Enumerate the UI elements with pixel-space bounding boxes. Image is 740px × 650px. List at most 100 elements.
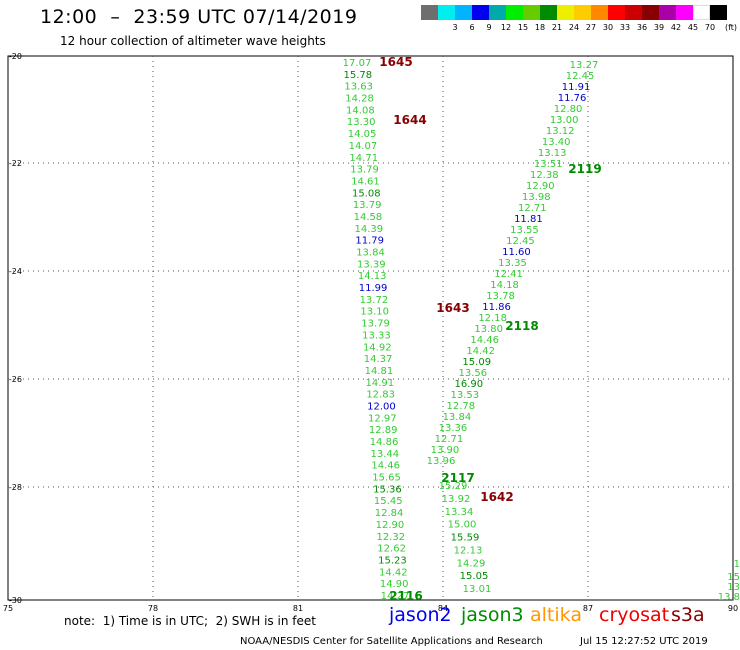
generated-timestamp: Jul 15 12:27:52 UTC 2019 bbox=[580, 636, 708, 647]
pass-id-label: 2118 bbox=[505, 319, 538, 333]
swh-value: 13.44 bbox=[371, 449, 400, 460]
swh-value: 14.13 bbox=[358, 271, 387, 282]
swh-value: 13.79 bbox=[353, 200, 382, 211]
swh-value: 12.45 bbox=[506, 236, 535, 247]
swh-value: 12.13 bbox=[454, 545, 483, 556]
swh-value: 14.18 bbox=[490, 280, 519, 291]
longitude-label: 84 bbox=[438, 604, 448, 613]
swh-value: 12.89 bbox=[369, 425, 398, 436]
map-subtitle: 12 hour collection of altimeter wave hei… bbox=[60, 34, 326, 48]
swh-value: 12.84 bbox=[375, 508, 404, 519]
swh-value: 13.63 bbox=[344, 82, 373, 93]
swh-value: 13.72 bbox=[360, 295, 389, 306]
pass-id-label: 1644 bbox=[393, 113, 426, 127]
latitude-label: -26 bbox=[9, 375, 22, 384]
swh-value: 15.78 bbox=[344, 70, 373, 81]
legend-altika: altika bbox=[530, 604, 582, 626]
credit-text: NOAA/NESDIS Center for Satellite Applica… bbox=[240, 636, 543, 647]
pass-id-label: 1643 bbox=[436, 301, 469, 315]
swh-value: 13.80 bbox=[474, 324, 503, 335]
swh-value: 13.92 bbox=[442, 494, 471, 505]
swh-value: 14.37 bbox=[364, 354, 393, 365]
color-scale-label: 45 bbox=[687, 23, 699, 32]
swh-value: 13.53 bbox=[451, 390, 480, 401]
swh-value: 12.83 bbox=[366, 390, 395, 401]
pass-id-label: 2117 bbox=[441, 471, 474, 485]
color-scale-label: 24 bbox=[568, 23, 580, 32]
swh-value: 15.59 bbox=[451, 533, 480, 544]
color-scale-label: 70 bbox=[704, 23, 716, 32]
swh-value: 13.96 bbox=[427, 456, 456, 467]
color-swatch bbox=[710, 5, 728, 20]
color-scale-label: 9 bbox=[486, 23, 492, 32]
swh-value: 13.13 bbox=[538, 148, 567, 159]
latitude-label: -24 bbox=[9, 267, 22, 276]
swh-value: 15.29 bbox=[439, 481, 468, 492]
swh-value: 11.99 bbox=[359, 283, 388, 294]
swh-value: 15.45 bbox=[374, 496, 403, 507]
swh-value: 14.27 bbox=[381, 591, 410, 602]
swh-value: 14.05 bbox=[348, 129, 377, 140]
swh-value: 13.98 bbox=[522, 192, 551, 203]
swh-value: 11.79 bbox=[355, 236, 384, 247]
color-scale-label: 3 bbox=[452, 23, 458, 32]
swh-value: 15.00 bbox=[448, 520, 477, 531]
swh-value: 14.71 bbox=[349, 153, 378, 164]
swh-value: 13.12 bbox=[546, 126, 575, 137]
swh-value: 14.86 bbox=[370, 437, 399, 448]
legend-s3a: s3a bbox=[671, 604, 705, 626]
swh-value: 12.71 bbox=[435, 434, 464, 445]
swh-value: 15.09 bbox=[462, 357, 491, 368]
swh-value: 13.56 bbox=[458, 368, 487, 379]
swh-value: 13.34 bbox=[445, 507, 474, 518]
swh-value: 14.42 bbox=[466, 346, 495, 357]
pass-id-label: 2119 bbox=[568, 162, 601, 176]
swh-value: 14.58 bbox=[354, 212, 383, 223]
swh-value: 13.78 bbox=[486, 291, 515, 302]
swh-value: 11.91 bbox=[562, 82, 591, 93]
swh-value: 13.40 bbox=[542, 137, 571, 148]
swh-value: 14.46 bbox=[470, 335, 499, 346]
swh-value: 13.39 bbox=[357, 259, 386, 270]
swh-value: 13.79 bbox=[361, 319, 390, 330]
pass-id-label: 2116 bbox=[389, 589, 422, 603]
swh-value: 12.80 bbox=[554, 104, 583, 115]
swh-value: 11.81 bbox=[514, 214, 543, 225]
swh-value: 14.07 bbox=[349, 141, 378, 152]
swh-value: 12.90 bbox=[376, 520, 405, 531]
color-scale-unit: (ft) bbox=[724, 23, 738, 32]
swh-value: 13.33 bbox=[362, 330, 391, 341]
pass-id-label: 1642 bbox=[480, 490, 513, 504]
color-scale-label: 18 bbox=[534, 23, 546, 32]
swh-value-partial: 13 bbox=[727, 582, 740, 593]
swh-value: 14.46 bbox=[371, 461, 400, 472]
pass-id-label: 1645 bbox=[379, 55, 412, 69]
latitude-label: -20 bbox=[9, 52, 22, 61]
swh-value: 12.00 bbox=[367, 401, 396, 412]
swh-value: 15.65 bbox=[372, 473, 401, 484]
swh-value-partial: 1 bbox=[734, 559, 740, 570]
swh-value-partial: 15 bbox=[727, 572, 740, 583]
footer-note: note: 1) Time is in UTC; 2) SWH is in fe… bbox=[64, 614, 316, 628]
swh-value: 13.00 bbox=[550, 115, 579, 126]
swh-value-partial: 13.8 bbox=[718, 592, 740, 603]
swh-value: 15.05 bbox=[460, 571, 489, 582]
swh-value: 13.90 bbox=[431, 445, 460, 456]
swh-value: 12.71 bbox=[518, 203, 547, 214]
color-scale-label: 36 bbox=[636, 23, 648, 32]
color-scale-label: 39 bbox=[653, 23, 665, 32]
swh-value: 11.76 bbox=[558, 93, 587, 104]
swh-value: 13.55 bbox=[510, 225, 539, 236]
map-title: 12:00 – 23:59 UTC 07/14/2019 bbox=[40, 6, 358, 28]
swh-value: 13.27 bbox=[570, 60, 599, 71]
color-scale-label: 33 bbox=[619, 23, 631, 32]
color-scale-label: 27 bbox=[585, 23, 597, 32]
swh-value: 14.81 bbox=[365, 366, 394, 377]
latitude-label: -22 bbox=[9, 159, 22, 168]
swh-value: 12.38 bbox=[530, 170, 559, 181]
color-scale-label: 6 bbox=[469, 23, 475, 32]
swh-value: 12.18 bbox=[478, 313, 507, 324]
color-scale-label: 42 bbox=[670, 23, 682, 32]
swh-value: 14.61 bbox=[351, 176, 380, 187]
